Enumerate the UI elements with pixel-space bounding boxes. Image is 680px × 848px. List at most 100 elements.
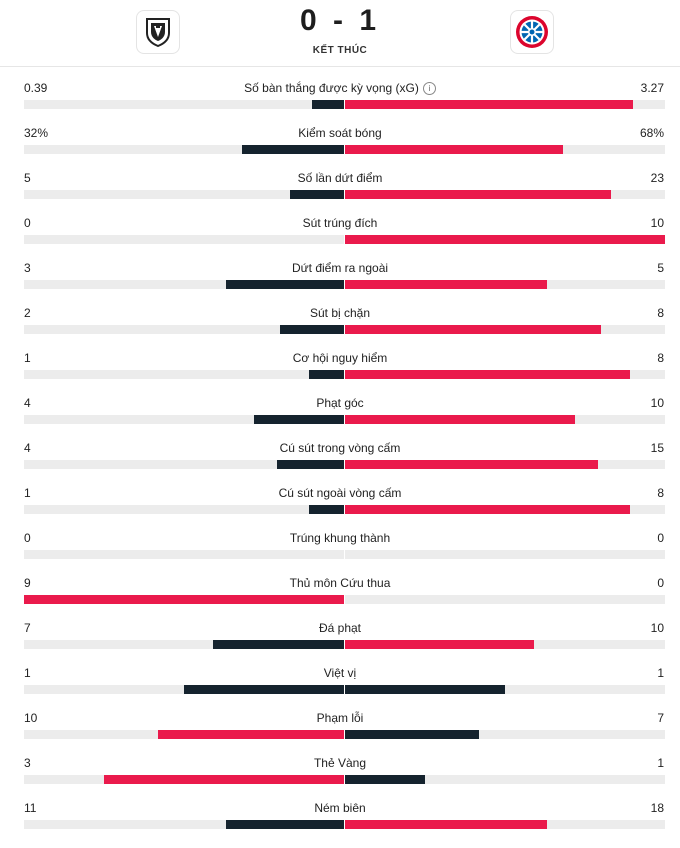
stat-home-value: 0 xyxy=(24,531,31,545)
stat-away-bar xyxy=(345,145,563,154)
stat-label-text: Trúng khung thành xyxy=(289,531,391,545)
stat-away-bar xyxy=(345,235,665,244)
stats-list: 0.39 Số bàn thắng được kỳ vọng (xG) i 3.27 3… xyxy=(0,78,680,843)
stat-home-bar-track xyxy=(24,775,344,784)
stat-home-bar-track xyxy=(24,235,344,244)
away-team-logo[interactable] xyxy=(510,10,554,54)
stat-away-bar-track xyxy=(345,505,665,514)
stat-row: 9 Thủ môn Cứu thua 0 xyxy=(0,573,680,618)
stat-home-bar xyxy=(24,595,344,604)
stat-label-text: Phạm lỗi xyxy=(316,711,364,725)
stat-home-value: 1 xyxy=(24,666,31,680)
stat-away-bar xyxy=(345,190,611,199)
stat-home-bar-track xyxy=(24,190,344,199)
stat-label-text: Thẻ Vàng xyxy=(313,756,367,770)
stat-away-bar-track xyxy=(345,370,665,379)
stat-away-value: 8 xyxy=(657,306,664,320)
stat-home-value: 5 xyxy=(24,171,31,185)
stat-home-value: 32% xyxy=(24,126,49,140)
stat-away-bar-track xyxy=(345,100,665,109)
stat-home-bar-track xyxy=(24,685,344,694)
borussia-monchengladbach-logo-icon xyxy=(146,18,170,47)
stat-home-bar xyxy=(158,730,344,739)
stat-away-bar xyxy=(345,640,534,649)
stat-label: Đá phạt xyxy=(0,621,680,635)
stat-row: 0 Sút trúng đích 10 xyxy=(0,213,680,258)
stat-home-bar xyxy=(308,505,344,514)
stat-row: 1 Cơ hội nguy hiểm 8 xyxy=(0,348,680,393)
stat-home-value: 3 xyxy=(24,756,31,770)
stat-home-bar-track xyxy=(24,325,344,334)
stat-away-bar-track xyxy=(345,415,665,424)
stat-away-value: 23 xyxy=(650,171,664,185)
bayern-munich-logo-icon xyxy=(516,16,548,48)
stat-row: 4 Phạt góc 10 xyxy=(0,393,680,438)
stat-home-bar-track xyxy=(24,820,344,829)
stat-home-value: 4 xyxy=(24,441,31,455)
stat-away-bar-track xyxy=(345,325,665,334)
stat-away-bar xyxy=(345,280,547,289)
stat-label-text: Cú sút ngoài vòng cấm xyxy=(278,486,402,500)
stat-label: Thủ môn Cứu thua xyxy=(0,576,680,590)
stat-home-value: 1 xyxy=(24,486,31,500)
stat-home-bar xyxy=(104,775,344,784)
stat-label: Thẻ Vàng xyxy=(0,756,680,770)
stat-home-bar xyxy=(289,190,344,199)
stat-home-value: 2 xyxy=(24,306,31,320)
stat-home-value: 1 xyxy=(24,351,31,365)
stat-label-text: Sút trúng đích xyxy=(302,216,378,230)
stat-home-bar-track xyxy=(24,550,344,559)
stat-home-value: 7 xyxy=(24,621,31,635)
match-header: 0 - 1 KẾT THÚC xyxy=(0,0,680,67)
stat-away-bar-track xyxy=(345,775,665,784)
info-icon[interactable]: i xyxy=(422,82,436,95)
stat-row: 32% Kiểm soát bóng 68% xyxy=(0,123,680,168)
stat-away-bar-track xyxy=(345,820,665,829)
stat-away-value: 10 xyxy=(650,621,664,635)
stat-away-value: 10 xyxy=(650,216,664,230)
stat-home-bar-track xyxy=(24,415,344,424)
stat-away-value: 0 xyxy=(657,531,664,545)
stat-label-text: Cú sút trong vòng cấm xyxy=(279,441,401,455)
stat-away-value: 8 xyxy=(657,351,664,365)
stat-away-bar xyxy=(345,100,633,109)
stat-home-bar xyxy=(308,370,344,379)
stat-label-text: Thủ môn Cứu thua xyxy=(289,576,391,590)
stat-label: Phạt góc xyxy=(0,396,680,410)
stat-home-bar xyxy=(184,685,344,694)
stat-away-value: 8 xyxy=(657,486,664,500)
stat-row: 11 Ném biên 18 xyxy=(0,798,680,843)
stat-away-value: 5 xyxy=(657,261,664,275)
stat-home-bar-track xyxy=(24,280,344,289)
stat-row: 1 Cú sút ngoài vòng cấm 8 xyxy=(0,483,680,528)
stat-label: Kiểm soát bóng xyxy=(0,126,680,140)
stat-label: Việt vị xyxy=(0,666,680,680)
stat-row: 0 Trúng khung thành 0 xyxy=(0,528,680,573)
stat-row: 7 Đá phạt 10 xyxy=(0,618,680,663)
match-status: KẾT THÚC xyxy=(312,45,368,56)
stat-row: 4 Cú sút trong vòng cấm 15 xyxy=(0,438,680,483)
stat-away-bar xyxy=(345,505,630,514)
stat-label: Ném biên xyxy=(0,801,680,815)
stat-away-bar-track xyxy=(345,145,665,154)
stat-away-value: 1 xyxy=(657,666,664,680)
stat-home-value: 4 xyxy=(24,396,31,410)
stat-away-value: 1 xyxy=(657,756,664,770)
stat-label: Số lần dứt điểm xyxy=(0,171,680,185)
stat-label-text: Dứt điểm ra ngoài xyxy=(291,261,389,275)
stat-home-bar xyxy=(276,460,344,469)
stat-away-value: 15 xyxy=(650,441,664,455)
stat-label: Cơ hội nguy hiểm xyxy=(0,351,680,365)
stat-label-text: Việt vị xyxy=(323,666,357,680)
stat-away-bar xyxy=(345,415,576,424)
stat-label-text: Kiểm soát bóng xyxy=(298,126,382,140)
stat-home-value: 0.39 xyxy=(24,81,48,95)
home-team-logo[interactable] xyxy=(136,10,180,54)
stat-away-bar xyxy=(345,325,601,334)
stat-home-value: 0 xyxy=(24,216,31,230)
stat-home-bar xyxy=(280,325,344,334)
stat-label: Cú sút trong vòng cấm xyxy=(0,441,680,455)
stat-home-bar-track xyxy=(24,640,344,649)
stat-label-text: Đá phạt xyxy=(318,621,362,635)
stat-row: 10 Phạm lỗi 7 xyxy=(0,708,680,753)
